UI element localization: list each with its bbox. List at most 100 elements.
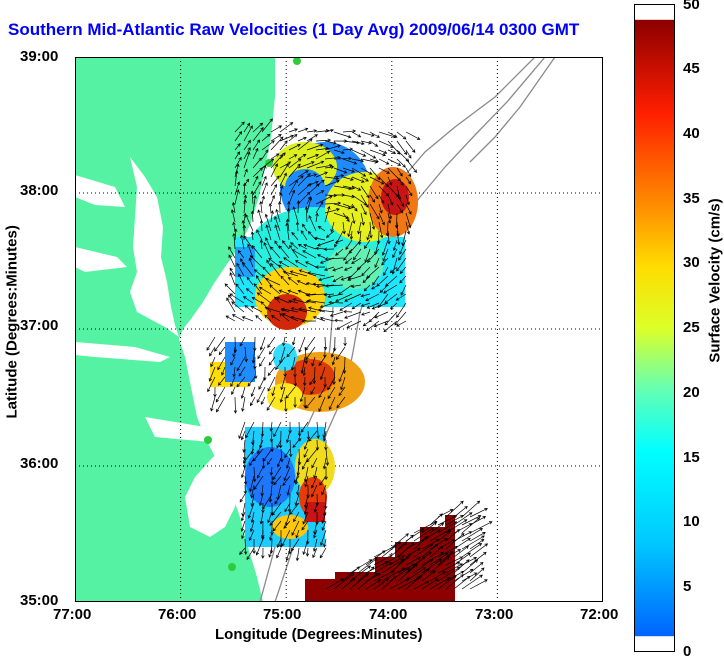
- velocity-arrow: [327, 386, 336, 400]
- velocity-arrow: [268, 257, 281, 268]
- velocity-arrow: [396, 320, 407, 327]
- velocity-arrow: [394, 311, 407, 326]
- velocity-arrow: [229, 267, 236, 277]
- velocity-arrow: [306, 430, 311, 441]
- velocity-arrow: [224, 283, 236, 295]
- velocity-arrow: [378, 212, 385, 226]
- velocity-arrow: [255, 538, 264, 556]
- velocity-arrow: [280, 376, 286, 391]
- velocity-arrow: [302, 538, 309, 555]
- velocity-arrow: [243, 122, 251, 133]
- velocity-arrow: [445, 529, 461, 542]
- velocity-arrow: [328, 396, 336, 411]
- velocity-arrow: [351, 149, 367, 157]
- colorbar-tick: 25: [683, 319, 700, 336]
- velocity-arrow: [469, 567, 485, 582]
- velocity-arrow: [396, 194, 405, 207]
- velocity-arrow: [378, 167, 391, 174]
- velocity-arrow: [311, 475, 318, 489]
- velocity-arrow: [344, 257, 353, 264]
- velocity-arrow: [241, 316, 254, 322]
- velocity-arrow: [332, 366, 336, 386]
- velocity-arrow: [234, 170, 239, 187]
- velocity-arrow: [258, 286, 272, 295]
- velocity-arrow: [279, 140, 288, 151]
- velocity-arrow: [304, 346, 308, 365]
- velocity-arrow: [381, 575, 397, 590]
- velocity-arrow: [461, 515, 482, 526]
- velocity-arrow: [327, 293, 344, 299]
- velocity-arrow: [324, 165, 335, 169]
- velocity-arrow: [343, 309, 353, 314]
- velocity-arrow: [365, 579, 381, 590]
- velocity-arrow: [315, 190, 325, 196]
- velocity-arrow: [270, 163, 278, 178]
- velocity-arrow: [405, 167, 412, 178]
- velocity-arrow: [252, 139, 260, 151]
- velocity-arrow: [387, 212, 392, 224]
- velocity-arrow: [369, 212, 376, 230]
- velocity-arrow: [297, 183, 312, 196]
- velocity-arrow: [249, 520, 255, 533]
- velocity-arrow: [324, 128, 334, 133]
- velocity-arrow: [234, 156, 242, 169]
- velocity-arrow: [287, 289, 299, 295]
- velocity-arrow: [248, 529, 255, 542]
- velocity-arrow: [297, 172, 311, 187]
- velocity-arrow: [338, 386, 346, 397]
- velocity-arrow: [260, 301, 272, 313]
- velocity-arrow: [234, 131, 243, 142]
- velocity-arrow: [256, 466, 264, 479]
- velocity-arrow: [318, 396, 326, 412]
- velocity-arrow: [304, 493, 309, 509]
- velocity-arrow: [324, 176, 340, 181]
- velocity-arrow: [413, 535, 429, 550]
- velocity-arrow: [231, 301, 245, 313]
- velocity-arrow: [342, 212, 350, 223]
- velocity-arrow: [413, 581, 430, 590]
- velocity-arrow: [250, 511, 255, 524]
- velocity-arrow: [369, 194, 375, 203]
- velocity-arrow: [242, 261, 254, 277]
- y-tick-label: 37:00: [20, 317, 59, 334]
- velocity-arrow: [365, 573, 381, 582]
- colorbar-tick: 5: [683, 578, 692, 595]
- velocity-arrow: [348, 239, 362, 254]
- velocity-arrow: [453, 575, 471, 590]
- velocity-arrow: [244, 305, 254, 313]
- velocity-arrow: [236, 262, 245, 277]
- velocity-arrow: [341, 577, 356, 590]
- colorbar-tick: 50: [683, 0, 700, 13]
- velocity-arrow: [297, 136, 307, 142]
- velocity-arrow: [249, 255, 263, 268]
- velocity-arrow: [373, 320, 389, 328]
- velocity-arrow: [288, 154, 298, 160]
- velocity-arrow: [276, 538, 282, 548]
- velocity-arrow: [291, 336, 296, 346]
- colorbar-label: Surface Velocity (cm/s): [706, 198, 724, 363]
- velocity-arrow: [349, 230, 354, 240]
- velocity-arrow: [270, 134, 282, 142]
- velocity-arrow: [323, 336, 328, 351]
- velocity-arrow: [210, 396, 216, 412]
- velocity-arrow: [413, 527, 435, 542]
- velocity-arrow: [383, 284, 398, 294]
- velocity-arrow: [270, 125, 283, 133]
- velocity-arrow: [383, 266, 389, 276]
- velocity-arrow: [377, 293, 389, 309]
- velocity-arrow: [333, 156, 353, 161]
- velocity-arrow: [231, 314, 245, 322]
- velocity-arrow: [333, 131, 352, 139]
- velocity-arrow: [315, 163, 333, 169]
- velocity-arrow: [306, 129, 318, 133]
- velocity-arrow: [250, 190, 255, 205]
- velocity-arrow: [346, 320, 362, 329]
- velocity-arrow: [351, 158, 365, 163]
- velocity-arrow: [275, 208, 281, 223]
- velocity-arrow: [240, 466, 246, 479]
- velocity-arrow: [288, 134, 298, 142]
- velocity-arrow: [241, 219, 246, 232]
- velocity-arrow: [293, 396, 297, 408]
- station-marker: [228, 563, 236, 571]
- velocity-arrow: [318, 386, 326, 399]
